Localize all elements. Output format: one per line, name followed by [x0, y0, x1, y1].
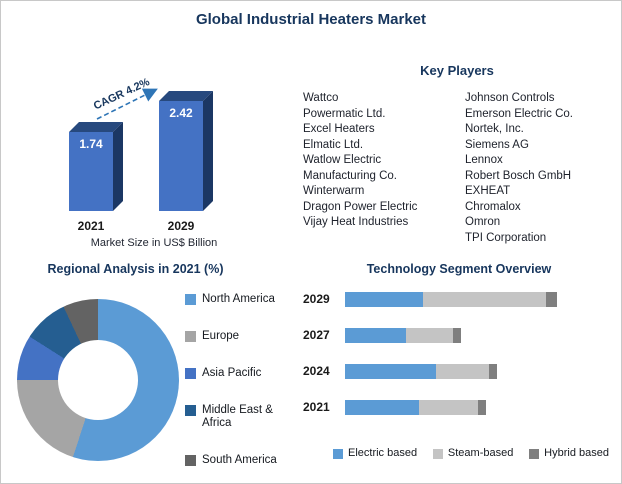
- key-player: Robert Bosch GmbH: [465, 169, 572, 182]
- key-player: Powermatic Ltd.: [303, 107, 386, 120]
- cagr-arrow-line: [96, 88, 158, 120]
- key-player: Chromalox: [465, 200, 521, 213]
- regional-legend-item: Europe: [185, 330, 290, 343]
- key-player: Dragon Power Electric: [303, 200, 418, 213]
- bar-year-label: 2021: [77, 219, 105, 233]
- key-player: Lennox: [465, 154, 503, 166]
- tech-year-label: 2027: [303, 328, 330, 342]
- tech-bar: [345, 291, 557, 307]
- legend-swatch: [185, 331, 196, 342]
- market-size-caption: Market Size in US$ Billion: [90, 237, 218, 249]
- legend-swatch: [432, 448, 443, 459]
- market-bar-2021: 1.74 2021: [69, 122, 123, 233]
- tech-row-2021: 2021: [303, 399, 613, 415]
- key-player: Emerson Electric Co.: [465, 107, 574, 120]
- legend-label: Middle East & Africa: [202, 404, 273, 429]
- tech-segment: [489, 363, 497, 379]
- key-players-column-left: Wattco Powermatic Ltd. Excel Heaters Elmati…: [303, 91, 441, 231]
- key-player: Johnson Controls: [465, 92, 555, 104]
- legend-label: Europe: [202, 330, 240, 342]
- market-bar-2029: 2.42 2029: [159, 91, 213, 233]
- bar-year-label: 2029: [167, 219, 195, 233]
- tech-segment: [345, 399, 419, 415]
- tech-year-label: 2024: [303, 364, 330, 378]
- key-player: Wattco: [303, 92, 339, 104]
- bar-value-label: 1.74: [79, 137, 103, 151]
- key-player: Winterwarm: [303, 185, 365, 197]
- key-players-column-right: Johnson Controls Emerson Electric Co. Nort…: [465, 91, 615, 246]
- key-player: TPI Corporation: [465, 231, 547, 244]
- key-players-heading: Key Players: [420, 63, 494, 78]
- key-player: Elmatic Ltd.: [303, 138, 364, 151]
- key-player: Siemens AG: [465, 138, 529, 151]
- key-player: EXHEAT: [465, 185, 511, 197]
- tech-legend-item: Electric based: [333, 447, 417, 460]
- tech-segment: [406, 327, 453, 343]
- regional-legend: North America Europe Asia Pacific Middle Ea…: [185, 293, 290, 467]
- tech-segment: [345, 327, 406, 343]
- legend-label: Hybrid based: [544, 447, 609, 459]
- legend-label: North America: [202, 293, 275, 305]
- tech-segment: [423, 291, 546, 307]
- tech-legend-item: Hybrid based: [529, 447, 609, 460]
- key-player: Omron: [465, 216, 501, 228]
- regional-legend-item: Middle East & Africa: [185, 404, 290, 430]
- regional-donut-chart: [17, 299, 179, 461]
- tech-segment: [345, 363, 436, 379]
- technology-heading: Technology Segment Overview: [366, 262, 552, 276]
- regional-legend-item: Asia Pacific: [185, 367, 290, 380]
- tech-legend-item: Steam-based: [432, 447, 514, 460]
- key-player: Watlow Electric Manufacturing Co.: [303, 154, 397, 182]
- key-player: Vijay Heat Industries: [303, 216, 409, 228]
- tech-row-2029: 2029: [303, 291, 613, 307]
- market-size-chart: CAGR 4.2% 1.74 2021 2.42 2029: [39, 75, 269, 233]
- regional-legend-item: South America: [185, 454, 290, 467]
- legend-swatch: [185, 294, 196, 305]
- legend-label: Steam-based: [447, 447, 514, 459]
- tech-segment: [419, 399, 478, 415]
- legend-swatch: [185, 368, 196, 379]
- bar-front-face: [159, 101, 203, 211]
- regional-legend-item: North America: [185, 293, 290, 306]
- legend-label: South America: [202, 454, 277, 466]
- tech-segment: [345, 291, 423, 307]
- key-player: Nortek, Inc.: [465, 123, 524, 135]
- legend-swatch: [529, 448, 540, 459]
- tech-segment: [436, 363, 489, 379]
- tech-segment: [478, 399, 486, 415]
- bar-side-face: [113, 122, 123, 211]
- tech-row-2027: 2027: [303, 327, 613, 343]
- bar-front-face: [69, 132, 113, 211]
- legend-label: Asia Pacific: [202, 367, 262, 379]
- legend-label: Electric based: [348, 447, 418, 459]
- tech-row-2024: 2024: [303, 363, 613, 379]
- bar-top-face: [69, 122, 123, 132]
- tech-bar: [345, 399, 486, 415]
- page-title: Global Industrial Heaters Market: [195, 11, 427, 28]
- technology-legend: Electric based Steam-based Hybrid based: [333, 447, 609, 460]
- tech-segment: [546, 291, 557, 307]
- tech-bar: [345, 327, 461, 343]
- bar-value-label: 2.42: [169, 106, 193, 120]
- legend-swatch: [185, 405, 196, 416]
- tech-year-label: 2029: [303, 292, 330, 306]
- bar-top-face: [159, 91, 213, 101]
- tech-year-label: 2021: [303, 400, 330, 414]
- technology-bar-chart: 2029 2027 2024 2021: [303, 291, 613, 435]
- regional-heading: Regional Analysis in 2021 (%): [47, 262, 224, 276]
- tech-bar: [345, 363, 497, 379]
- legend-swatch: [333, 448, 343, 459]
- legend-swatch: [185, 455, 196, 466]
- tech-segment: [453, 327, 461, 343]
- key-player: Excel Heaters: [303, 123, 375, 135]
- cagr-label: CAGR 4.2%: [92, 76, 152, 113]
- bar-side-face: [203, 91, 213, 211]
